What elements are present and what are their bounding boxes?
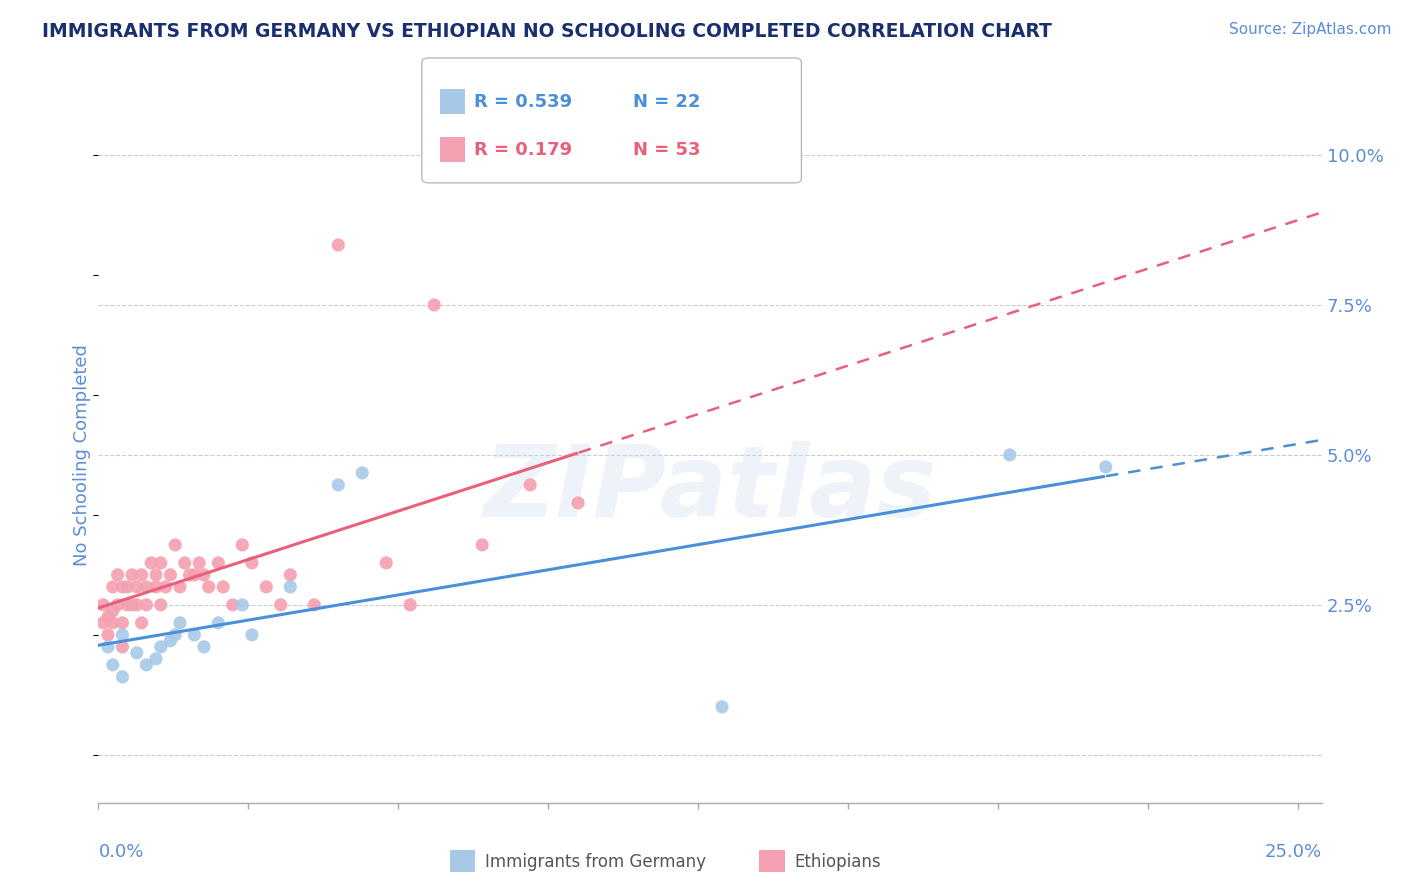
Point (1094, 459, 1116, 474)
Point (111, 640, 134, 654)
Point (107, 567, 129, 582)
Point (121, 598, 143, 612)
Point (179, 567, 201, 582)
Point (97, 640, 120, 654)
Point (212, 580, 235, 594)
Point (519, 478, 541, 492)
Y-axis label: No Schooling Completed: No Schooling Completed (73, 344, 91, 566)
Text: N = 22: N = 22 (633, 93, 700, 111)
Point (159, 633, 181, 648)
Point (711, 699, 734, 714)
Point (145, 580, 167, 594)
Text: Immigrants from Germany: Immigrants from Germany (485, 853, 706, 871)
Point (159, 567, 181, 582)
Point (207, 615, 229, 630)
Point (101, 657, 124, 672)
Point (97, 628, 120, 642)
Point (193, 640, 215, 654)
Point (197, 580, 219, 594)
Point (165, 538, 187, 552)
Text: N = 53: N = 53 (633, 141, 700, 159)
Point (155, 580, 177, 594)
Point (399, 598, 422, 612)
Point (183, 567, 205, 582)
Point (131, 615, 153, 630)
Text: R = 0.539: R = 0.539 (474, 93, 572, 111)
Point (423, 298, 446, 312)
Point (231, 538, 253, 552)
Point (101, 580, 124, 594)
Point (352, 466, 374, 480)
Point (270, 598, 292, 612)
Point (240, 556, 263, 570)
Point (111, 615, 134, 630)
Point (188, 556, 211, 570)
Point (240, 628, 263, 642)
Point (278, 580, 301, 594)
Point (149, 640, 172, 654)
Point (101, 615, 124, 630)
Point (328, 478, 350, 492)
Point (375, 556, 398, 570)
Point (328, 238, 350, 252)
Point (169, 615, 191, 630)
Point (125, 598, 148, 612)
Point (135, 657, 157, 672)
Text: 25.0%: 25.0% (1264, 843, 1322, 861)
Point (111, 670, 134, 684)
Point (193, 567, 215, 582)
Point (207, 556, 229, 570)
Point (231, 598, 253, 612)
Text: Ethiopians: Ethiopians (794, 853, 882, 871)
Text: Source: ZipAtlas.com: Source: ZipAtlas.com (1229, 22, 1392, 37)
Point (115, 598, 138, 612)
Text: 0.0%: 0.0% (98, 843, 143, 861)
Point (135, 598, 157, 612)
Point (145, 652, 167, 666)
Text: IMMIGRANTS FROM GERMANY VS ETHIOPIAN NO SCHOOLING COMPLETED CORRELATION CHART: IMMIGRANTS FROM GERMANY VS ETHIOPIAN NO … (42, 22, 1052, 41)
Point (107, 598, 129, 612)
Point (183, 628, 205, 642)
Point (91, 598, 114, 612)
Point (173, 556, 195, 570)
Point (567, 496, 589, 510)
Point (125, 580, 148, 594)
Point (278, 567, 301, 582)
Point (125, 646, 148, 660)
Text: R = 0.179: R = 0.179 (474, 141, 572, 159)
Point (471, 538, 494, 552)
Point (115, 580, 138, 594)
Point (998, 448, 1021, 462)
Point (121, 567, 143, 582)
Text: ZIPatlas: ZIPatlas (484, 442, 936, 538)
Point (145, 567, 167, 582)
Point (141, 556, 163, 570)
Point (304, 598, 326, 612)
Point (111, 628, 134, 642)
Point (131, 567, 153, 582)
Point (149, 556, 172, 570)
Point (149, 598, 172, 612)
Point (111, 580, 134, 594)
Point (135, 580, 157, 594)
Point (222, 598, 245, 612)
Point (165, 628, 187, 642)
Point (254, 580, 277, 594)
Point (101, 604, 124, 618)
Point (91, 615, 114, 630)
Point (169, 580, 191, 594)
Point (97, 610, 120, 624)
